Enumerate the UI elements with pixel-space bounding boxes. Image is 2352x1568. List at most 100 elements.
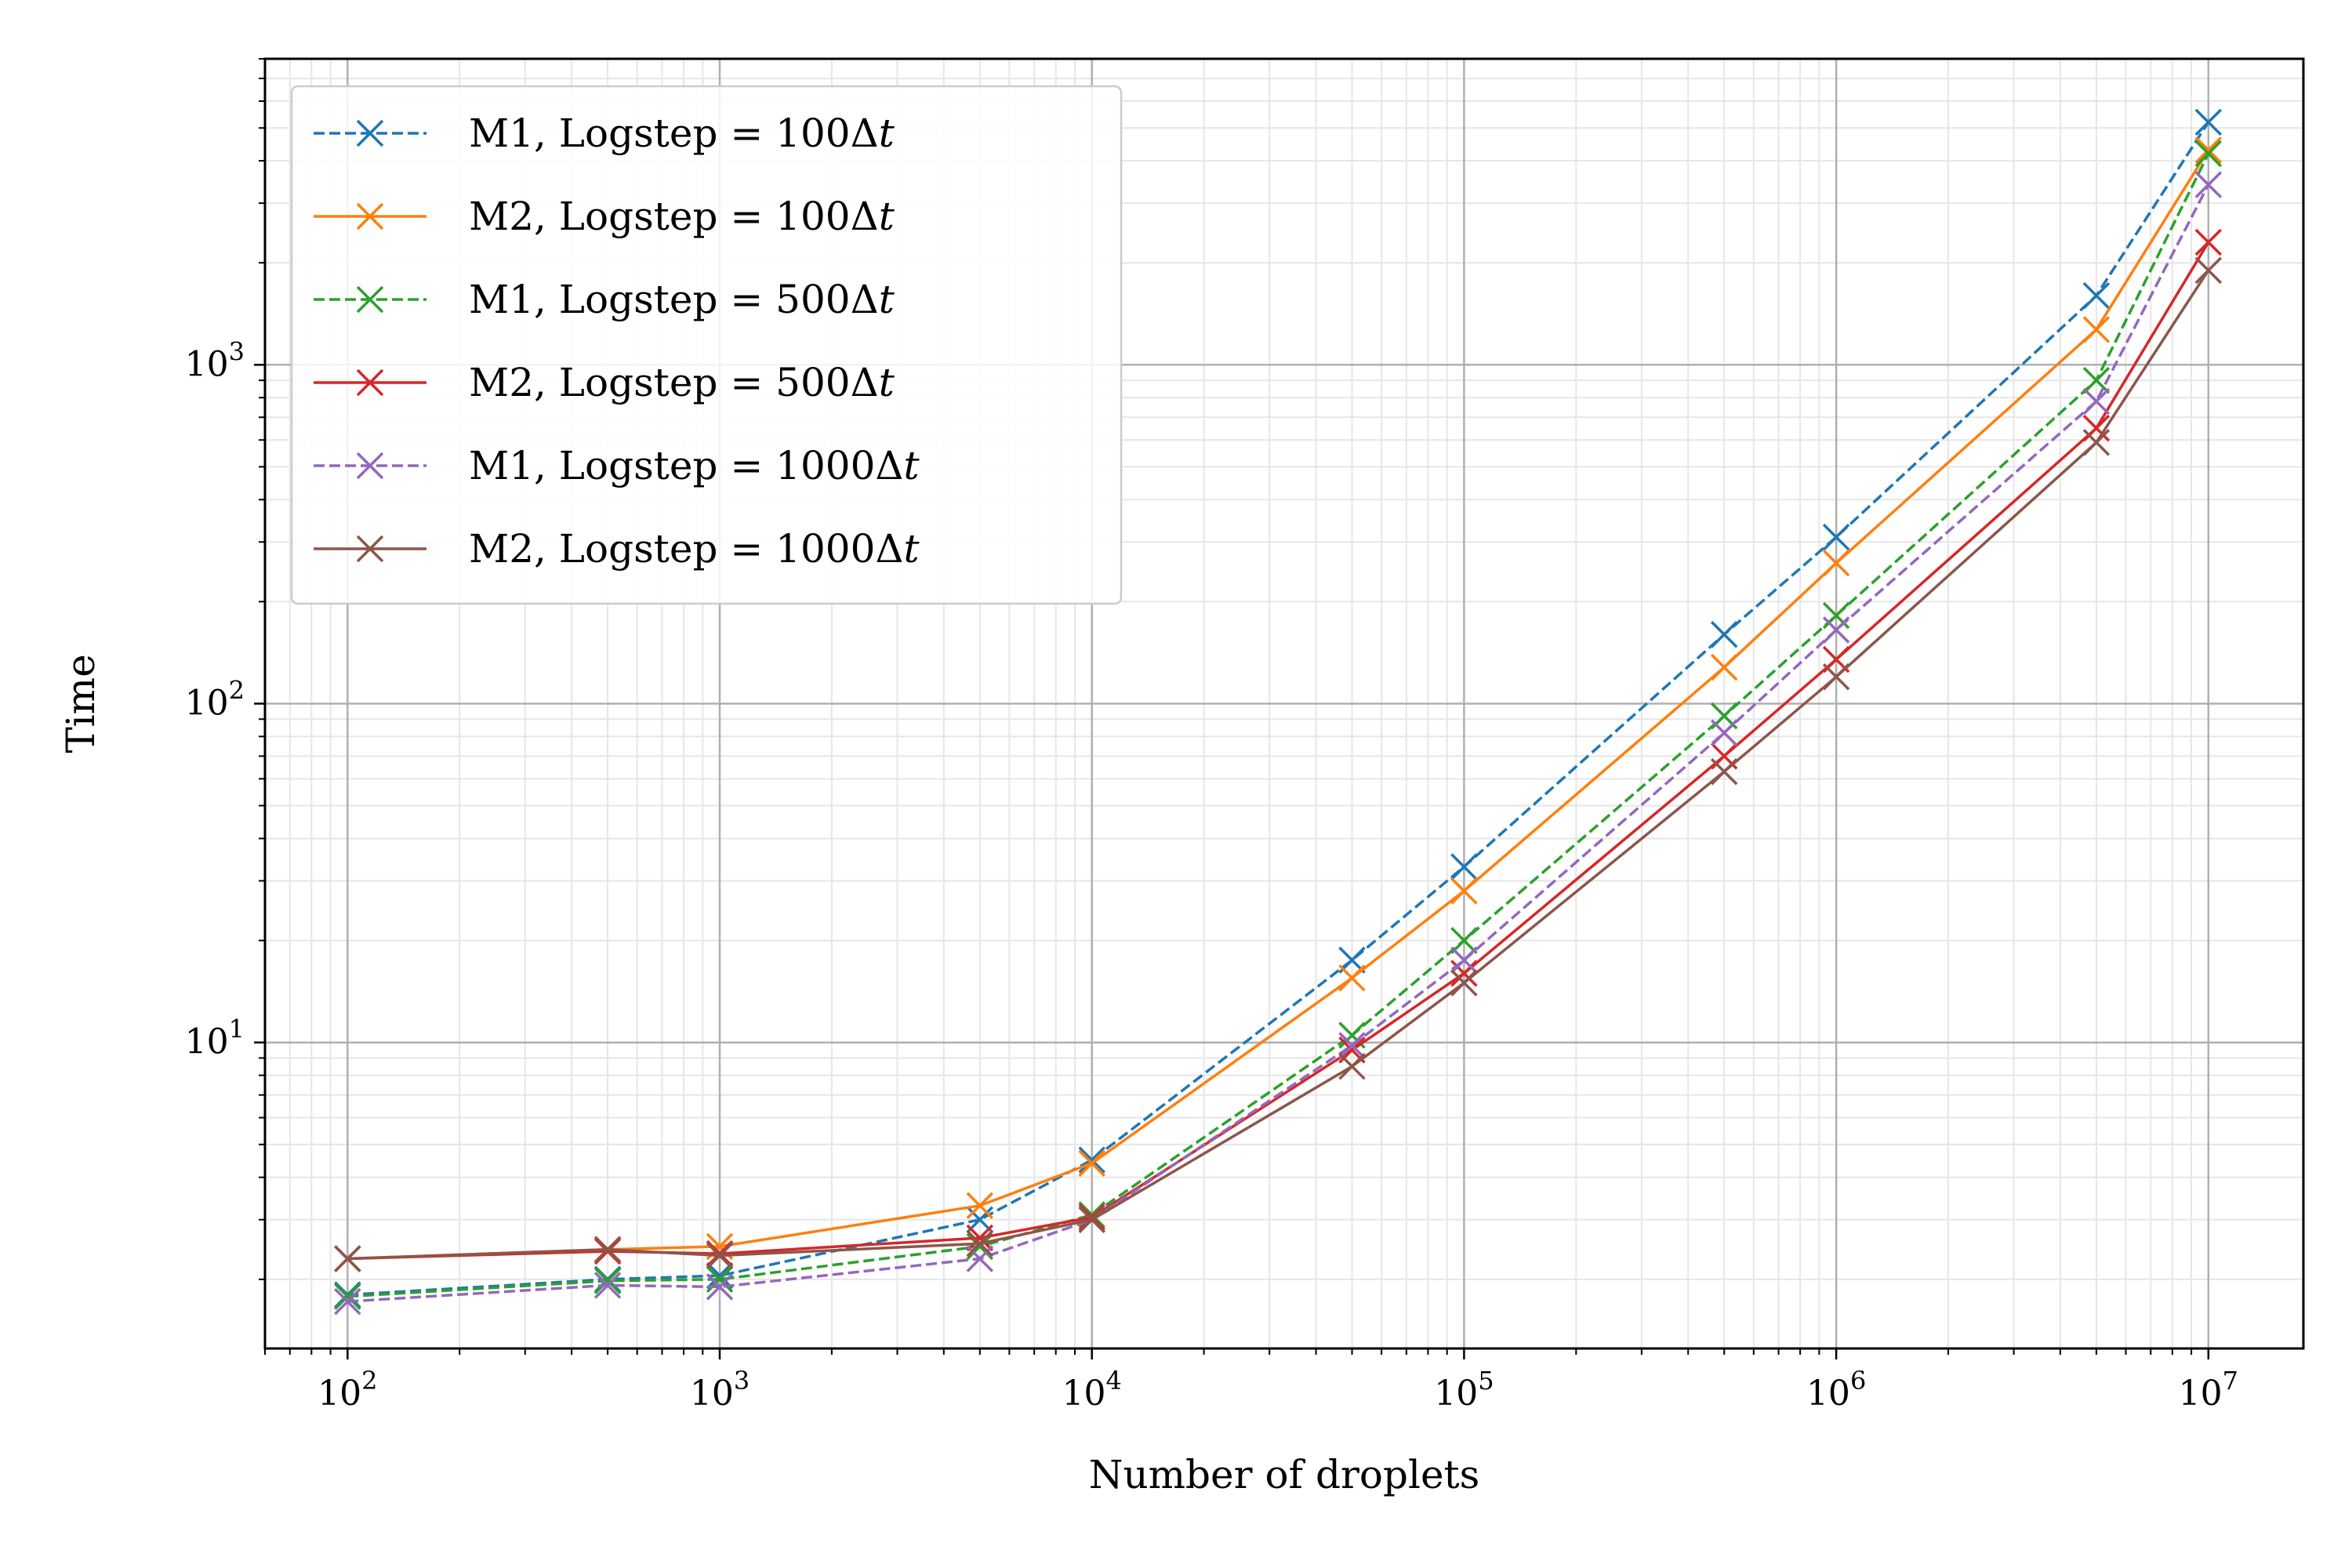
legend-label: M1, Logstep = 500Δt (469, 277, 895, 322)
x-tick-exponent: 4 (1106, 1366, 1122, 1396)
legend-box (290, 85, 1123, 605)
legend-label-variable: t (904, 443, 920, 488)
x-marker (1078, 1203, 1105, 1231)
x-tick-label: 102 (318, 1366, 377, 1414)
series-layer (334, 108, 2223, 1316)
legend-item-5: M1, Logstep = 1000Δt (314, 443, 920, 488)
x-marker (1710, 653, 1738, 681)
y-tick-base: 10 (185, 684, 229, 724)
y-tick-exponent: 1 (229, 1014, 245, 1044)
x-marker (334, 1287, 361, 1316)
y-tick-label: 101 (185, 1014, 245, 1062)
x-marker (2194, 108, 2223, 136)
x-marker (1450, 946, 1478, 974)
x-marker (1078, 1149, 1105, 1178)
x-marker (1822, 523, 1850, 551)
legend-label-prefix: M1, Logstep (469, 277, 730, 322)
x-marker (2082, 366, 2111, 394)
x-marker (1450, 877, 1478, 905)
x-marker (2082, 316, 2111, 343)
x-marker (356, 535, 384, 563)
series-line (347, 183, 2210, 1303)
legend-label-value: = 500Δ (730, 360, 878, 405)
x-marker (2194, 256, 2223, 285)
legend-item-6: M2, Logstep = 1000Δt (314, 526, 920, 572)
legend-label-value: = 500Δ (730, 277, 878, 322)
x-marker (706, 1261, 734, 1290)
y-axis-title: Time (58, 654, 103, 753)
y-tick-base: 10 (185, 1022, 229, 1062)
x-marker (1078, 1146, 1105, 1174)
y-tick-label: 103 (185, 336, 245, 384)
y-tick-base: 10 (185, 344, 229, 384)
x-marker (593, 1236, 622, 1263)
x-marker (1822, 549, 1850, 577)
x-marker (2194, 140, 2223, 168)
series-6 (334, 256, 2223, 1272)
legend-label-prefix: M2, Logstep (469, 526, 730, 572)
y-tick-exponent: 2 (229, 676, 245, 706)
legend-label-prefix: M2, Logstep (469, 194, 730, 239)
legend-item-3: M1, Logstep = 500Δt (314, 277, 895, 322)
x-marker (1078, 1206, 1105, 1233)
x-marker (356, 368, 384, 397)
x-tick-base: 10 (690, 1374, 734, 1414)
series-line (347, 121, 2210, 1297)
x-tick-exponent: 5 (1478, 1366, 1494, 1396)
x-marker (966, 1224, 994, 1252)
x-marker (1710, 621, 1738, 648)
y-tick-exponent: 3 (229, 336, 245, 366)
x-marker (2194, 136, 2223, 164)
x-marker (1822, 663, 1850, 691)
x-axis-title: Number of droplets (1089, 1452, 1480, 1497)
legend-label-variable: t (879, 277, 895, 322)
legend-item-4: M2, Logstep = 500Δt (314, 360, 895, 405)
x-marker (356, 202, 384, 230)
legend-item-1: M1, Logstep = 100Δt (314, 111, 895, 156)
legend-label: M2, Logstep = 1000Δt (469, 526, 920, 572)
x-marker (1710, 719, 1738, 746)
x-tick-base: 10 (1806, 1374, 1850, 1414)
x-marker (706, 1273, 734, 1301)
x-tick-label: 104 (1062, 1366, 1122, 1414)
x-marker (2194, 171, 2223, 198)
x-tick-base: 10 (1062, 1374, 1106, 1414)
x-marker (1822, 616, 1850, 644)
legend-label-variable: t (879, 194, 895, 239)
x-tick-label: 106 (1806, 1366, 1866, 1414)
x-marker (1338, 964, 1366, 992)
x-marker (356, 452, 384, 480)
legend-label-prefix: M2, Logstep (469, 360, 730, 405)
x-tick-base: 10 (318, 1374, 361, 1414)
x-marker (1338, 1052, 1366, 1080)
legend-label: M2, Logstep = 500Δt (469, 360, 895, 405)
legend-label-value: = 1000Δ (730, 526, 903, 572)
x-tick-exponent: 7 (2223, 1366, 2238, 1396)
series-2 (334, 136, 2223, 1272)
legend-label-value: = 100Δ (730, 194, 878, 239)
legend-label-value: = 1000Δ (730, 443, 903, 488)
x-marker (2082, 429, 2111, 456)
x-tick-label: 103 (690, 1366, 750, 1414)
x-marker (334, 1245, 361, 1272)
x-marker (593, 1272, 622, 1299)
x-tick-label: 105 (1434, 1366, 1494, 1414)
x-tick-base: 10 (2179, 1374, 2223, 1414)
x-marker (706, 1242, 734, 1269)
legend-label: M2, Logstep = 100Δt (469, 194, 895, 239)
x-marker (2082, 414, 2111, 442)
x-marker (1338, 1032, 1366, 1059)
legend-label-variable: t (879, 111, 895, 156)
x-marker (2082, 387, 2111, 416)
x-marker (593, 1267, 622, 1294)
x-marker (2194, 228, 2223, 256)
x-marker (356, 285, 384, 314)
x-marker (1450, 853, 1478, 880)
legend-label: M1, Logstep = 100Δt (469, 111, 895, 156)
x-marker (1450, 969, 1478, 996)
x-marker (966, 1229, 994, 1258)
x-tick-base: 10 (1434, 1374, 1478, 1414)
legend-label-variable: t (879, 360, 895, 405)
